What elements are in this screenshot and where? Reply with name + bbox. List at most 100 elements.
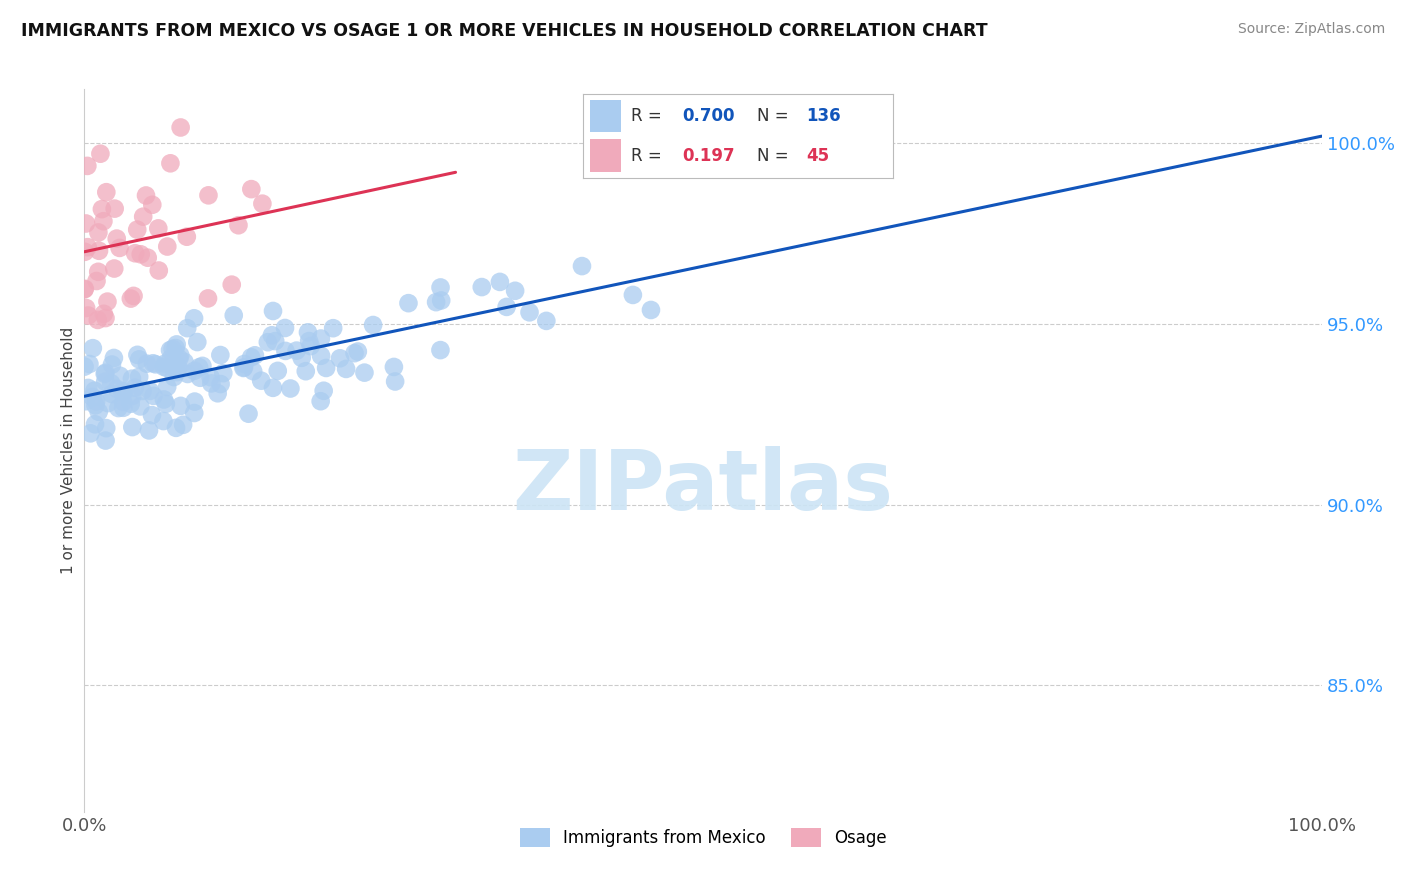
Point [430, 293, 453, 308]
Point [221, 277, 243, 292]
Point [121, 389, 143, 403]
Point [165, 341, 187, 355]
Text: Source: ZipAtlas.com: Source: ZipAtlas.com [1237, 22, 1385, 37]
Point [100, 376, 122, 391]
Point [172, 417, 194, 432]
Point [188, 360, 211, 375]
Point [86, 274, 108, 288]
Point [96, 294, 118, 309]
Point [398, 296, 420, 310]
Point [621, 288, 644, 302]
Y-axis label: 1 or more Vehicles in Household: 1 or more Vehicles in Household [60, 326, 76, 574]
Point [159, 156, 181, 170]
Point [298, 334, 321, 348]
Point [242, 364, 264, 378]
Text: 0.197: 0.197 [682, 146, 735, 164]
Point [77, 381, 100, 395]
Point [124, 381, 146, 395]
Point [503, 284, 526, 298]
Point [291, 351, 314, 365]
Point [200, 370, 222, 384]
Point [79, 357, 101, 371]
Point [152, 414, 174, 428]
Point [129, 247, 152, 261]
Point [138, 424, 160, 438]
Point [233, 357, 256, 371]
Point [82, 341, 104, 355]
Text: R =: R = [631, 107, 662, 125]
Point [274, 343, 297, 358]
Point [82, 390, 104, 404]
Point [142, 389, 165, 403]
Point [142, 356, 165, 370]
Point [243, 348, 266, 362]
Point [209, 348, 232, 362]
Point [75, 301, 97, 315]
Point [240, 182, 263, 196]
Point [127, 222, 149, 236]
Point [183, 406, 205, 420]
Point [87, 405, 110, 419]
Point [120, 397, 142, 411]
Point [353, 366, 375, 380]
Point [112, 401, 135, 415]
Point [75, 217, 97, 231]
Point [112, 395, 135, 409]
Point [87, 244, 110, 258]
Point [222, 309, 245, 323]
Point [329, 351, 352, 366]
Point [315, 361, 337, 376]
Text: 0.700: 0.700 [682, 107, 735, 125]
Point [169, 120, 191, 135]
Point [105, 231, 128, 245]
Point [127, 348, 149, 362]
Point [384, 375, 406, 389]
Point [96, 185, 118, 199]
Point [93, 367, 115, 381]
Point [495, 300, 517, 314]
Point [96, 421, 118, 435]
Point [101, 387, 124, 401]
Point [165, 421, 187, 435]
Point [122, 289, 145, 303]
Point [87, 226, 110, 240]
Point [640, 303, 662, 318]
Point [297, 326, 319, 340]
Point [84, 394, 107, 409]
Point [429, 280, 451, 294]
Point [145, 357, 167, 371]
Point [200, 376, 222, 391]
Point [176, 229, 198, 244]
Point [183, 311, 205, 326]
Point [188, 371, 211, 385]
Point [571, 259, 593, 273]
Point [425, 295, 447, 310]
Point [260, 328, 283, 343]
Point [129, 400, 152, 414]
Point [148, 221, 170, 235]
Point [121, 372, 143, 386]
Point [299, 339, 322, 353]
Point [105, 382, 128, 396]
Point [107, 401, 129, 415]
Point [159, 343, 181, 358]
Point [156, 361, 179, 376]
Point [93, 307, 115, 321]
Point [186, 334, 208, 349]
Point [183, 364, 205, 378]
Point [361, 318, 384, 332]
Point [382, 359, 405, 374]
Point [262, 304, 284, 318]
Point [75, 394, 97, 409]
Text: IMMIGRANTS FROM MEXICO VS OSAGE 1 OR MORE VEHICLES IN HOUSEHOLD CORRELATION CHAR: IMMIGRANTS FROM MEXICO VS OSAGE 1 OR MOR… [21, 22, 987, 40]
Point [120, 292, 142, 306]
Point [238, 407, 260, 421]
FancyBboxPatch shape [589, 139, 620, 171]
Point [489, 275, 512, 289]
Point [170, 399, 193, 413]
Point [73, 282, 96, 296]
Point [322, 321, 344, 335]
Point [183, 394, 205, 409]
Point [191, 359, 214, 373]
Point [141, 408, 163, 422]
